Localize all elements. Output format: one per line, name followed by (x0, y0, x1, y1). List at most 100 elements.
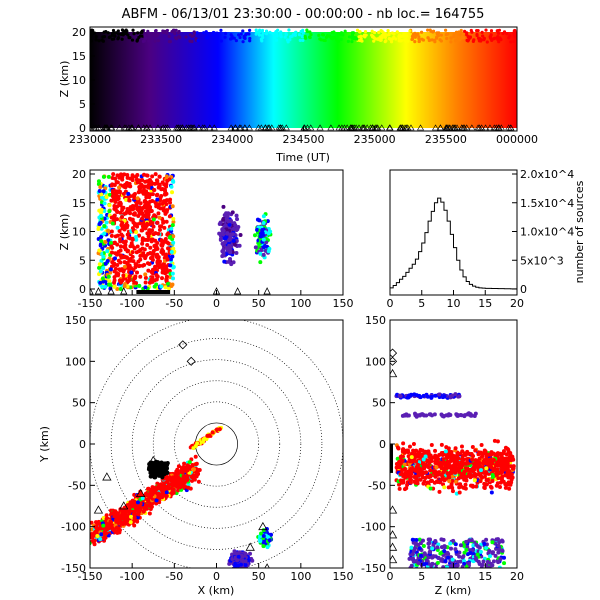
plan-view-point (261, 528, 266, 533)
time-height-point (154, 29, 158, 33)
time-height-point (90, 38, 93, 42)
y-height-point (408, 466, 413, 471)
y-height-point (510, 454, 515, 459)
y-height-point (492, 438, 497, 443)
y-height-point (426, 464, 431, 469)
time-height-point (383, 35, 388, 39)
y-height-point (496, 452, 501, 457)
y-height-point (495, 439, 500, 444)
plan-view-point (147, 511, 152, 516)
y-height-point (407, 444, 412, 449)
time-height-point (505, 32, 509, 36)
y-height-point (433, 448, 438, 453)
x-height-point (227, 247, 232, 252)
x-height-point (121, 205, 126, 210)
y-height-point (458, 451, 463, 456)
plan-view-point (176, 488, 181, 493)
y-height-point (450, 478, 455, 483)
x-height-point (151, 224, 156, 229)
plan-view-point (154, 498, 159, 503)
x-height-point (99, 192, 104, 197)
y-height-point (473, 556, 478, 561)
time-height-point (444, 33, 448, 37)
x-height-point (160, 180, 165, 185)
time-height-point (137, 35, 141, 40)
station-marker (195, 124, 203, 131)
x-height-y-tick-label: 0 (79, 283, 86, 296)
time-height-ylabel: Z (km) (58, 61, 71, 98)
plan-view-point (133, 500, 138, 505)
y-height-point (479, 468, 484, 473)
x-height-point (163, 189, 168, 194)
plan-view-point (187, 460, 192, 465)
time-height-point (336, 39, 340, 44)
station-marker (119, 501, 129, 510)
plan-view-point (156, 494, 161, 499)
x-height-point (145, 179, 150, 184)
plan-view-x-tick-label: 100 (290, 570, 311, 583)
histogram-y-tick-label: 1.5x10^4 (520, 197, 574, 210)
y-height-point (429, 395, 434, 400)
x-height-point (264, 240, 269, 245)
plan-view-point (246, 558, 251, 563)
x-height-point (102, 201, 107, 206)
plan-view-y-tick-label: 50 (72, 397, 86, 410)
time-height-point (257, 33, 262, 37)
x-height-point (165, 178, 170, 183)
time-height-point (165, 31, 169, 35)
plan-view-point (94, 525, 99, 530)
y-height-point (491, 474, 496, 479)
time-height-point (237, 33, 241, 37)
x-height-point (109, 183, 114, 188)
x-height-point (155, 259, 160, 264)
y-height-point (493, 452, 498, 457)
ground-band (136, 290, 171, 294)
time-height-point (421, 38, 426, 42)
x-height-point (227, 243, 232, 248)
y-height-point (422, 451, 427, 456)
time-height-point (412, 35, 417, 39)
x-height-point (113, 176, 118, 181)
time-height-point (268, 30, 272, 34)
x-height-point (118, 210, 123, 215)
x-height-point (100, 284, 105, 289)
x-height-point (103, 240, 108, 245)
y-height-point (487, 554, 492, 559)
plan-view-point (164, 494, 169, 499)
y-height-point (495, 461, 500, 466)
time-height-point (430, 38, 434, 42)
y-height-point (405, 482, 410, 487)
y-height-point (475, 552, 480, 557)
x-height-point (117, 185, 122, 190)
y-height-point (404, 449, 409, 454)
time-height-point (509, 40, 513, 44)
plan-view-point (105, 522, 110, 527)
plan-view-point (201, 437, 206, 442)
station-marker (490, 124, 498, 131)
y-height-point (449, 449, 454, 454)
x-height-point (133, 234, 138, 239)
station-marker (390, 368, 398, 378)
plan-view-point (148, 491, 153, 496)
time-height-point (392, 32, 396, 36)
plan-view-point (146, 486, 151, 491)
x-height-point (133, 262, 138, 267)
x-height-point (138, 210, 143, 215)
x-height-point (143, 275, 148, 280)
y-height-point (397, 393, 402, 398)
y-height-point (459, 473, 464, 478)
time-height-point (454, 30, 459, 34)
plan-view-x-tick-label: -100 (120, 570, 145, 583)
y-height-point (403, 466, 408, 471)
plan-view-x-tick-label: -50 (165, 570, 183, 583)
time-height-point (417, 39, 421, 44)
x-height-point (112, 278, 117, 283)
station-marker (436, 124, 444, 131)
station-marker (263, 287, 271, 295)
time-height-point (279, 31, 283, 35)
y-height-point (484, 466, 489, 471)
x-height-point (146, 268, 151, 273)
x-height-point (99, 207, 104, 212)
x-height-point (162, 239, 167, 244)
